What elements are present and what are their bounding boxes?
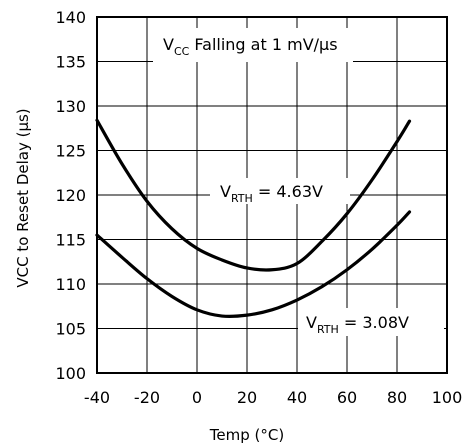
series-line-3-08v <box>95 210 412 319</box>
lower-label-bg <box>298 308 444 336</box>
upper-label-bg <box>210 178 350 204</box>
y-tick-label: 115 <box>55 231 86 250</box>
y-tick-label: 125 <box>55 142 86 161</box>
title-box-bg <box>153 28 353 62</box>
y-tick-label: 130 <box>55 97 86 116</box>
upper-series-label: VRTH = 4.63V <box>220 182 323 205</box>
y-tick-label: 100 <box>55 364 86 383</box>
x-tick-label: 20 <box>237 388 257 407</box>
x-tick-label: -20 <box>134 388 160 407</box>
series-lines <box>95 118 412 319</box>
x-tick-label: 80 <box>387 388 407 407</box>
x-tick-label: 100 <box>432 388 463 407</box>
y-tick-label: 105 <box>55 320 86 339</box>
y-tick-label: 135 <box>55 53 86 72</box>
y-tick-labels: 100 105 110 115 120 125 130 135 140 <box>55 8 86 383</box>
lower-series-label: VRTH = 3.08V <box>306 313 409 336</box>
title-box-label: VCC Falling at 1 mV/µs <box>163 35 338 58</box>
y-tick-label: 110 <box>55 275 86 294</box>
y-tick-label: 120 <box>55 186 86 205</box>
x-tick-labels: -40 -20 0 20 40 60 80 100 <box>84 388 462 407</box>
x-tick-label: -40 <box>84 388 110 407</box>
x-tick-label: 60 <box>337 388 357 407</box>
x-tick-label: 0 <box>192 388 202 407</box>
plot-frame <box>96 16 448 374</box>
x-axis-title: Temp (°C) <box>209 426 284 444</box>
y-tick-label: 140 <box>55 8 86 27</box>
x-tick-label: 40 <box>287 388 307 407</box>
series-line-4-63v <box>95 118 412 272</box>
y-axis-title: VCC to Reset Delay (µs) <box>14 108 32 287</box>
